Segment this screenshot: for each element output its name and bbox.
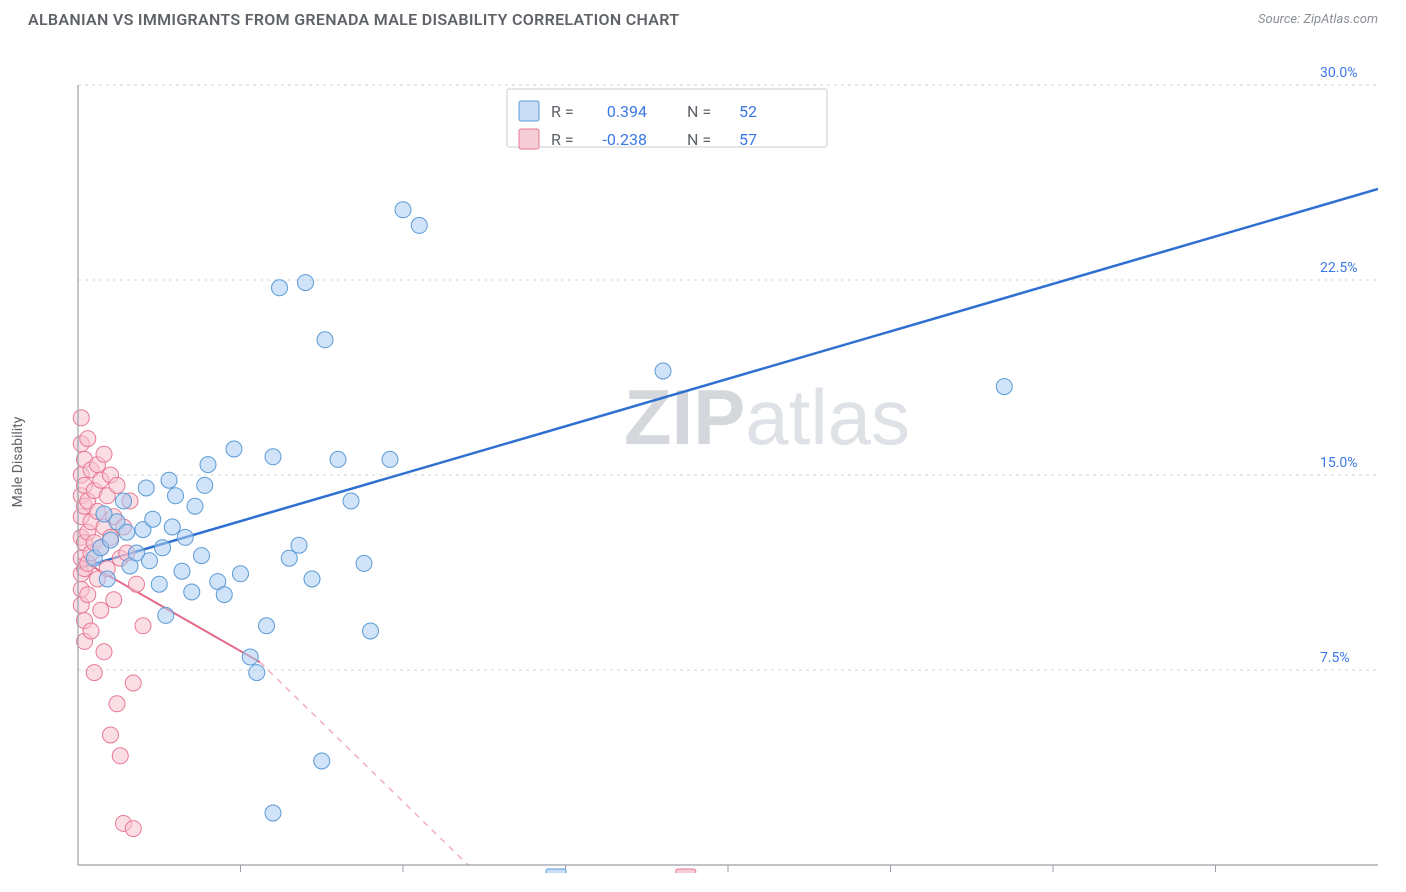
point-albanians	[226, 441, 242, 457]
point-albanians	[145, 511, 161, 527]
point-grenada	[106, 592, 122, 608]
point-grenada	[80, 587, 96, 603]
point-albanians	[265, 805, 281, 821]
trendline-albanians	[78, 189, 1378, 569]
point-albanians	[200, 457, 216, 473]
y-tick-label: 30.0%	[1320, 65, 1358, 81]
point-albanians	[356, 555, 372, 571]
point-albanians	[343, 493, 359, 509]
point-grenada	[129, 576, 145, 592]
point-albanians	[265, 449, 281, 465]
point-grenada	[96, 644, 112, 660]
point-albanians	[174, 563, 190, 579]
trendline-grenada-dashed	[260, 662, 468, 865]
point-albanians	[155, 540, 171, 556]
point-grenada	[80, 431, 96, 447]
point-albanians	[184, 584, 200, 600]
point-albanians	[168, 488, 184, 504]
corr-r-value: 0.394	[607, 102, 647, 121]
legend-chip	[546, 869, 566, 873]
point-albanians	[382, 451, 398, 467]
point-albanians	[242, 649, 258, 665]
point-grenada	[112, 748, 128, 764]
point-albanians	[330, 451, 346, 467]
y-tick-label: 7.5%	[1320, 650, 1350, 666]
point-grenada	[73, 410, 89, 426]
point-albanians	[395, 202, 411, 218]
source-attribution: Source: ZipAtlas.com	[1258, 12, 1378, 27]
point-albanians	[411, 217, 427, 233]
legend-chip	[519, 129, 539, 149]
point-albanians	[103, 532, 119, 548]
corr-n-value: 52	[739, 102, 757, 121]
y-axis-label: Male Disability	[10, 417, 26, 508]
point-albanians	[116, 493, 132, 509]
point-albanians	[304, 571, 320, 587]
y-tick-label: 22.5%	[1320, 260, 1358, 276]
point-albanians	[291, 537, 307, 553]
point-albanians	[138, 480, 154, 496]
point-albanians	[996, 379, 1012, 395]
point-grenada	[135, 618, 151, 634]
point-albanians	[314, 753, 330, 769]
point-albanians	[158, 607, 174, 623]
corr-n-label: N =	[687, 130, 711, 149]
point-albanians	[177, 529, 193, 545]
point-grenada	[109, 477, 125, 493]
point-albanians	[197, 477, 213, 493]
corr-r-label: R =	[551, 130, 574, 149]
point-grenada	[96, 446, 112, 462]
corr-n-value: 57	[739, 130, 757, 149]
point-albanians	[317, 332, 333, 348]
point-albanians	[161, 472, 177, 488]
corr-n-label: N =	[687, 102, 711, 121]
chart-title: ALBANIAN VS IMMIGRANTS FROM GRENADA MALE…	[28, 10, 679, 29]
point-albanians	[655, 363, 671, 379]
point-grenada	[86, 665, 102, 681]
point-albanians	[363, 623, 379, 639]
legend-chip	[676, 869, 696, 873]
point-albanians	[272, 280, 288, 296]
y-tick-label: 15.0%	[1320, 455, 1358, 471]
point-grenada	[103, 727, 119, 743]
point-albanians	[249, 665, 265, 681]
svg-text:ZIPatlas: ZIPatlas	[624, 373, 910, 461]
point-albanians	[164, 519, 180, 535]
point-albanians	[216, 587, 232, 603]
point-grenada	[109, 696, 125, 712]
point-grenada	[93, 602, 109, 618]
scatter-chart: 7.5%15.0%22.5%30.0%ZIPatlas0.0%40.0%R =0…	[28, 35, 1378, 873]
point-grenada	[125, 821, 141, 837]
point-albanians	[99, 571, 115, 587]
point-albanians	[233, 566, 249, 582]
point-grenada	[125, 675, 141, 691]
point-grenada	[83, 623, 99, 639]
point-albanians	[194, 548, 210, 564]
watermark: ZIPatlas	[624, 373, 910, 461]
point-albanians	[187, 498, 203, 514]
legend-chip	[519, 101, 539, 121]
point-albanians	[151, 576, 167, 592]
corr-r-value: -0.238	[602, 130, 647, 149]
point-albanians	[142, 553, 158, 569]
corr-r-label: R =	[551, 102, 574, 121]
point-albanians	[259, 618, 275, 634]
point-albanians	[298, 275, 314, 291]
point-albanians	[119, 524, 135, 540]
